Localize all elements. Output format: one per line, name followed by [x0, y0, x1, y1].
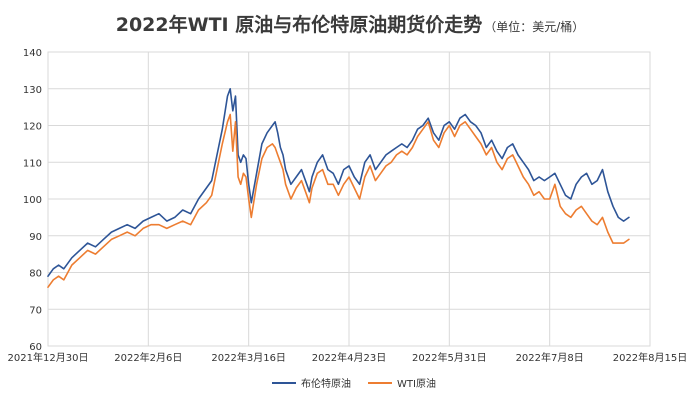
legend: 布伦特原油 WTI原油: [272, 377, 436, 390]
y-tick-label: 140: [23, 48, 42, 59]
y-tick-label: 110: [23, 158, 42, 169]
legend-label-brent: 布伦特原油: [301, 377, 351, 390]
x-tick-label: 2022年4月23日: [312, 351, 387, 364]
x-tick-label: 2021年12月30日: [8, 351, 89, 364]
y-tick-label: 80: [29, 269, 42, 280]
chart-title-wrap: 2022年WTI 原油与布伦特原油期货价走势 （单位：美元/桶）: [0, 10, 700, 37]
y-tick-label: 130: [23, 85, 42, 96]
x-tick-label: 2022年7月8日: [516, 351, 584, 364]
y-tick-label: 60: [29, 342, 42, 353]
x-tick-label: 2022年2月6日: [114, 351, 182, 364]
x-tick-label: 2022年3月16日: [211, 351, 286, 364]
axis-layer: 60 70 80 90 100 110 120 130 140 2021年12月30日 2022年2…: [8, 48, 688, 364]
y-tick-label: 100: [23, 195, 42, 206]
series-line-wti: [47, 113, 630, 289]
legend-label-wti: WTI原油: [397, 377, 436, 390]
series-layer: [47, 88, 630, 289]
grid-layer: [47, 51, 651, 347]
plot-border: [47, 51, 651, 347]
x-tick-label: 2022年8月15日: [613, 351, 688, 364]
chart-title: 2022年WTI 原油与布伦特原油期货价走势: [115, 14, 483, 36]
y-tick-label: 120: [23, 122, 42, 133]
x-tick-label: 2022年5月31日: [412, 351, 487, 364]
y-tick-label: 70: [29, 305, 42, 316]
series-line-brent: [47, 88, 630, 278]
chart-unit: （单位：美元/桶）: [484, 20, 585, 34]
y-tick-label: 90: [29, 232, 42, 243]
